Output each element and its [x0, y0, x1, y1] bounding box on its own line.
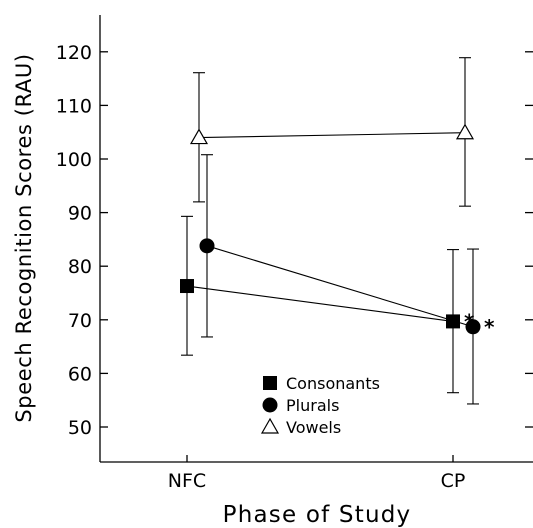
legend-label: Consonants — [286, 374, 380, 393]
y-tick-label: 100 — [56, 149, 92, 171]
y-axis-label: Speech Recognition Scores (RAU) — [12, 53, 36, 422]
y-tick-label: 120 — [56, 42, 92, 64]
x-ticks: NFC CP — [168, 455, 466, 492]
legend-item: Consonants — [263, 374, 380, 393]
data-point-triangle — [189, 128, 209, 145]
series-line — [186, 285, 454, 322]
y-tick-label: 80 — [68, 256, 92, 278]
significance-markers: * * — [464, 309, 495, 338]
markers — [180, 123, 481, 335]
y-tick-label: 90 — [68, 203, 92, 225]
legend-label: Plurals — [286, 396, 339, 415]
series-line — [198, 132, 466, 139]
y-tick-label: 50 — [68, 417, 92, 439]
data-point-circle — [262, 397, 278, 413]
y-tick-label: 70 — [68, 310, 92, 332]
series-line — [206, 245, 474, 328]
x-tick-label: NFC — [168, 470, 206, 492]
data-point-circle — [199, 238, 215, 254]
data-point-square — [263, 376, 277, 390]
legend-label: Vowels — [286, 418, 341, 437]
plot-frame — [99, 15, 533, 463]
data-point-square — [446, 314, 460, 329]
data-point-triangle — [455, 123, 475, 140]
data-point-triangle — [260, 417, 280, 434]
legend: Consonants Plurals Vowels — [260, 374, 380, 437]
data-point-square — [180, 279, 194, 294]
legend-item: Plurals — [262, 396, 339, 415]
x-tick-label: CP — [441, 470, 466, 492]
significance-marker: * — [484, 315, 495, 339]
y-tick-label: 60 — [68, 363, 92, 385]
series-lines — [186, 132, 474, 328]
significance-marker: * — [464, 309, 475, 333]
y-ticks: 50 60 70 80 90 100 110 120 — [56, 42, 533, 439]
legend-item: Vowels — [260, 417, 341, 437]
y-tick-label: 110 — [56, 95, 92, 117]
data-point-circle — [465, 319, 481, 335]
error-bars — [181, 57, 479, 405]
x-axis-label: Phase of Study — [223, 502, 412, 528]
